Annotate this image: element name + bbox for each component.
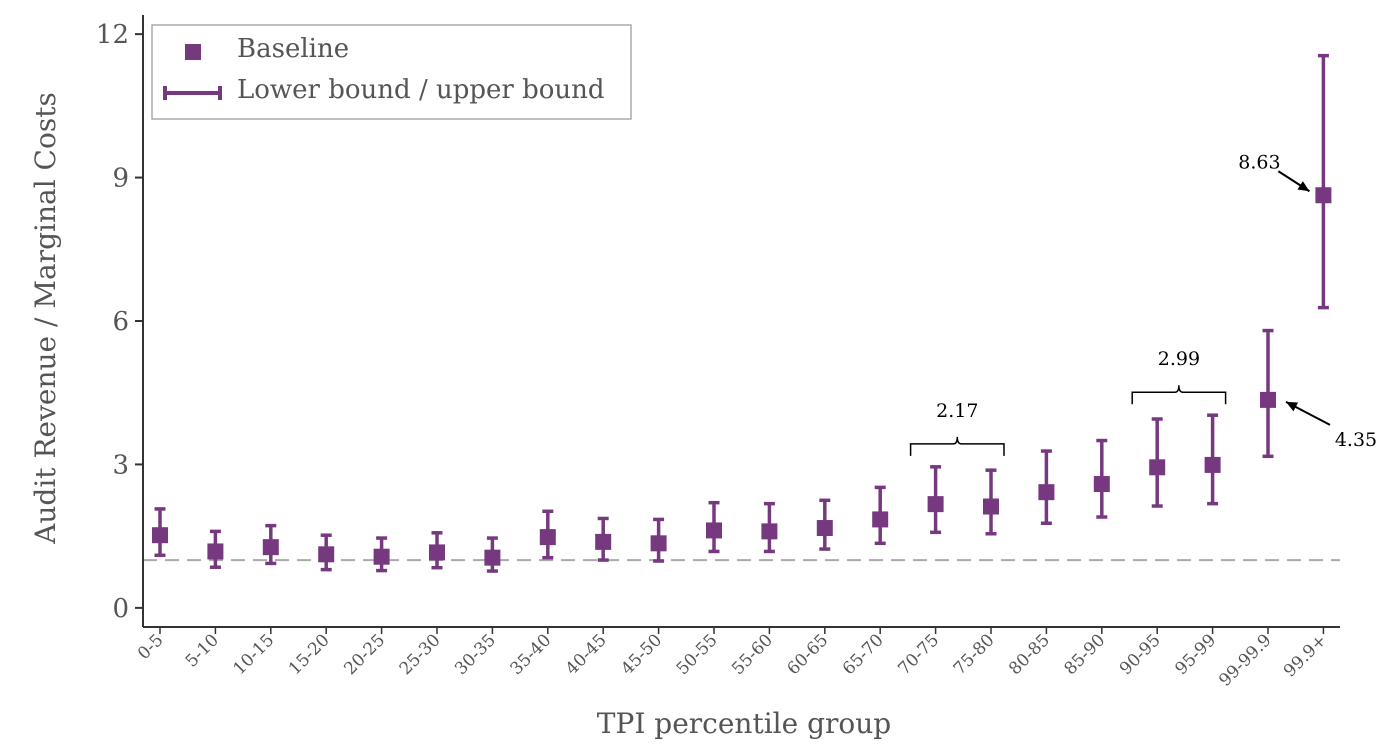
- baseline-point: [1149, 459, 1166, 476]
- x-tick-label: 45-50: [617, 630, 666, 679]
- x-tick-label: 40-45: [562, 630, 611, 679]
- x-tick-label: 50-55: [673, 630, 722, 679]
- baseline-point: [484, 549, 501, 566]
- x-tick-label: 65-70: [839, 630, 888, 679]
- x-tick-label: 25-30: [396, 630, 445, 679]
- baseline-point: [429, 544, 445, 561]
- baseline-point: [595, 533, 612, 550]
- annotation-brace: [909, 436, 1005, 456]
- annotation-arrowhead: [1297, 181, 1310, 192]
- baseline-point: [152, 527, 168, 544]
- legend-bounds-label: Lower bound / upper bound: [237, 75, 605, 105]
- x-tick-label: 15-20: [285, 630, 334, 679]
- x-tick-label: 80-85: [1005, 630, 1054, 679]
- annotations: 8.63 4.35 2.17 2.99: [909, 151, 1377, 456]
- y-tick-label: 6: [112, 307, 129, 337]
- data-marks: [152, 53, 1332, 573]
- annotation-label: 4.35: [1335, 429, 1377, 451]
- legend: Baseline Lower bound / upper bound: [151, 24, 632, 120]
- x-tick-label: 20-25: [340, 630, 389, 679]
- y-axis-label: Audit Revenue / Marginal Costs: [29, 92, 62, 545]
- baseline-point: [927, 496, 944, 513]
- baseline-point: [1093, 476, 1110, 493]
- y-tick-label: 3: [112, 450, 129, 480]
- annotation-arrowhead: [1286, 401, 1299, 412]
- y-tick-label: 12: [96, 20, 129, 50]
- baseline-point: [262, 539, 279, 556]
- baseline-point: [761, 523, 778, 540]
- x-tick-label: 99.9+: [1280, 630, 1331, 681]
- baseline-point: [816, 520, 833, 537]
- legend-baseline-marker: [185, 44, 201, 60]
- legend-baseline-label: Baseline: [237, 34, 349, 64]
- baseline-point: [318, 546, 335, 563]
- baseline-point: [1260, 391, 1276, 408]
- baseline-point: [872, 511, 889, 528]
- annotation-label: 8.63: [1238, 151, 1280, 173]
- baseline-point: [706, 522, 722, 539]
- x-tick-label: 75-80: [950, 630, 999, 679]
- baseline-point: [1038, 484, 1055, 501]
- x-tick-label: 70-75: [894, 630, 943, 679]
- baseline-point: [207, 543, 224, 560]
- y-tick-label: 0: [112, 594, 129, 624]
- x-tick-label: 95-99: [1171, 630, 1220, 679]
- baseline-point: [1204, 456, 1221, 473]
- x-tick-label: 85-90: [1061, 630, 1110, 679]
- x-tick-label: 5-10: [182, 630, 223, 671]
- x-tick-label: 10-15: [230, 630, 279, 679]
- x-tick-label: 35-40: [507, 630, 556, 679]
- baseline-point: [650, 535, 667, 552]
- x-tick-label: 55-60: [728, 630, 777, 679]
- legend-frame: [151, 24, 632, 120]
- x-tick-label: 90-95: [1116, 630, 1165, 679]
- x-tick-label: 30-35: [451, 630, 500, 679]
- x-tick-label: 99-99.9: [1215, 630, 1275, 690]
- baseline-point: [1315, 187, 1332, 204]
- x-tick-label: 0-5: [134, 630, 168, 664]
- annotation-label: 2.17: [936, 400, 978, 422]
- annotation-label: 2.99: [1158, 348, 1200, 370]
- x-tick-label: 60-65: [784, 630, 833, 679]
- baseline-point: [373, 548, 390, 565]
- baseline-point: [983, 498, 999, 515]
- baseline-point: [539, 529, 556, 546]
- y-tick-label: 9: [112, 164, 129, 194]
- annotation-brace: [1131, 385, 1227, 405]
- x-axis-label: TPI percentile group: [597, 707, 891, 740]
